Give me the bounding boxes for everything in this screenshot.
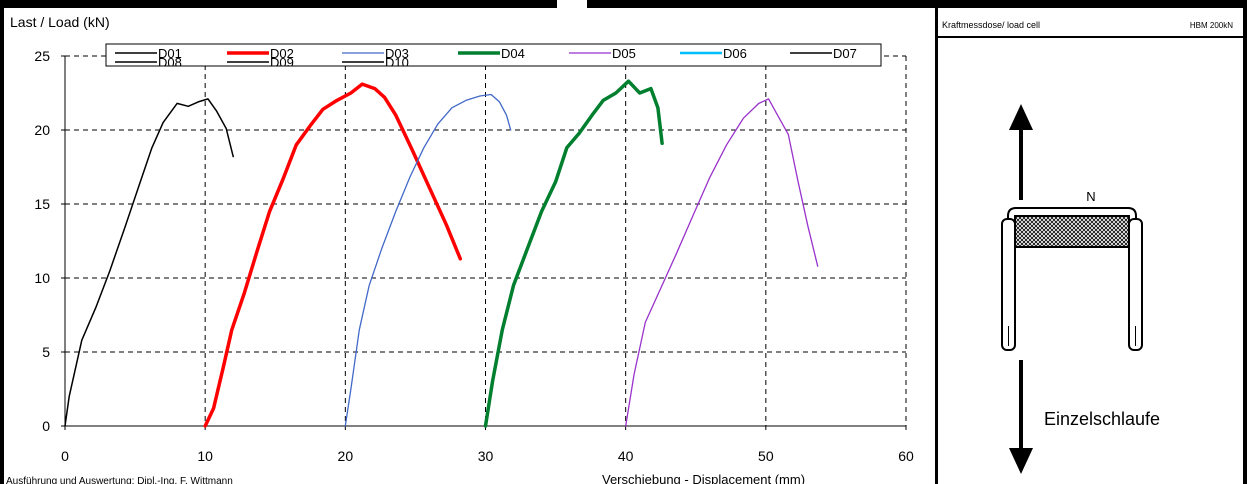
down-arrow-icon [1009, 360, 1033, 474]
legend-label-d10: D10 [385, 55, 409, 70]
x-tick-label: 10 [197, 448, 213, 464]
legend-label-d03: D03 [385, 46, 409, 61]
load-cell-panel: Kraftmessdose/ load cell HBM 200kN N Ein [938, 8, 1243, 484]
load-cell-header: Kraftmessdose/ load cell HBM 200kN [938, 8, 1243, 38]
panel-divider [935, 8, 938, 484]
legend-entries: D01 D02 D03 D04 D05 D06 D07 D08 D09 D10 [115, 46, 857, 70]
top-border-tick [592, 0, 596, 8]
series-layer [64, 79, 819, 428]
series-line-d05 [625, 98, 819, 427]
loop-diagram: N Einzelschlaufe [1001, 104, 1160, 474]
series-line-d03 [344, 93, 512, 427]
x-tick-label: 20 [338, 448, 354, 464]
legend-label-d09: D09 [270, 55, 294, 70]
axes-layer: 0 10 20 30 40 50 60 0 5 10 15 20 25 [34, 48, 914, 464]
x-tick-label: 0 [61, 448, 69, 464]
series-line-d01 [64, 98, 234, 427]
load-cell-model: HBM 200kN [1189, 21, 1233, 30]
legend-label-d08: D08 [158, 55, 182, 70]
load-cell-label: Kraftmessdose/ load cell [942, 20, 1041, 30]
legend-label-d04: D04 [501, 46, 525, 61]
figure-frame [0, 8, 1247, 484]
footer-credit: Ausführung und Auswertung: Dipl.-Ing. F.… [6, 476, 233, 484]
series-line-d04 [483, 79, 664, 428]
y-tick-label: 0 [42, 418, 50, 434]
series-line-d02 [203, 82, 463, 428]
x-tick-label: 60 [898, 448, 914, 464]
legend-label-d02: D02 [270, 46, 294, 61]
up-arrow-icon [1009, 104, 1033, 200]
legend-box [105, 43, 882, 67]
y-tick-label: 20 [34, 122, 50, 138]
single-loop-icon [1001, 207, 1143, 351]
y-axis-label: Last / Load (kN) [10, 14, 110, 30]
grid-layer [65, 55, 907, 426]
legend: D01 D02 D03 D04 D05 D06 D07 D08 D09 D10 [105, 43, 882, 70]
top-border-gap [557, 0, 587, 8]
x-tick-label: 50 [758, 448, 774, 464]
y-tick-label: 15 [34, 196, 50, 212]
x-axis-label: Verschiebung - Displacement (mm) [602, 472, 805, 484]
top-border-strip [0, 0, 1247, 8]
node-label: N [1086, 189, 1095, 204]
legend-label-d06: D06 [723, 46, 747, 61]
legend-label-d01: D01 [158, 46, 182, 61]
x-tick-label: 40 [618, 448, 634, 464]
loop-caption: Einzelschlaufe [1044, 409, 1160, 429]
y-tick-label: 10 [34, 270, 50, 286]
y-tick-label: 25 [34, 48, 50, 64]
y-tick-label: 5 [42, 344, 50, 360]
x-tick-label: 30 [478, 448, 494, 464]
legend-label-d07: D07 [833, 46, 857, 61]
legend-label-d05: D05 [612, 46, 636, 61]
